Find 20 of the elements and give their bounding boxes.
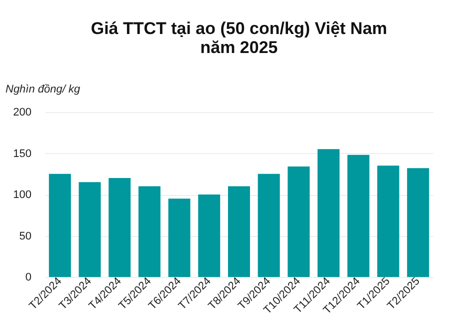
y-tick-label: 50 [19, 230, 32, 242]
y-tick-label: 100 [13, 189, 32, 201]
bar [48, 174, 71, 277]
y-tick-label: 150 [13, 148, 32, 160]
bar [198, 194, 220, 277]
bar [318, 149, 340, 277]
bar [377, 166, 400, 277]
bar [108, 178, 131, 277]
bar [168, 198, 190, 277]
y-axis-title: Nghìn đồng/ kg [6, 84, 81, 96]
bar [78, 182, 101, 277]
bar [138, 186, 160, 277]
bar [258, 174, 280, 277]
bar [288, 166, 310, 277]
y-tick-label: 0 [25, 272, 32, 284]
bar [407, 168, 430, 277]
bar [347, 154, 370, 277]
chart-title: Giá TTCT tại ao (50 con/kg) Việt Nam năm 2025 [90, 19, 388, 57]
y-tick-label: 200 [13, 106, 32, 118]
bar [228, 186, 250, 277]
